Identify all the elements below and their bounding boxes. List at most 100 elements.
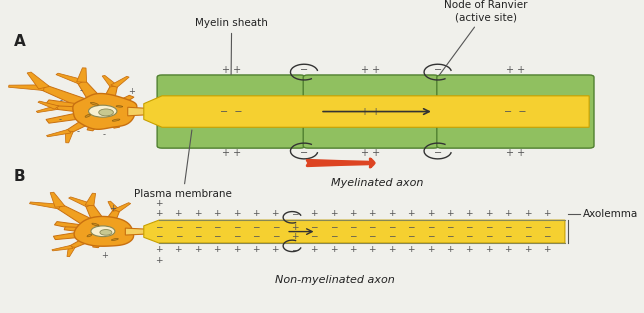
Text: −: − bbox=[446, 232, 453, 241]
Text: −: − bbox=[524, 232, 531, 241]
Polygon shape bbox=[85, 193, 95, 206]
Text: −: − bbox=[194, 232, 202, 241]
Polygon shape bbox=[128, 107, 164, 116]
Polygon shape bbox=[38, 101, 59, 109]
Text: +: + bbox=[485, 245, 492, 254]
Text: −: − bbox=[310, 223, 317, 232]
Polygon shape bbox=[73, 94, 137, 129]
Text: +: + bbox=[426, 209, 434, 218]
Polygon shape bbox=[65, 131, 73, 143]
Text: + +: + + bbox=[222, 148, 241, 158]
Text: +: + bbox=[194, 209, 202, 218]
Text: −: − bbox=[407, 223, 415, 232]
Polygon shape bbox=[56, 73, 84, 84]
Text: +: + bbox=[368, 245, 376, 254]
Polygon shape bbox=[77, 68, 86, 82]
Text: −: − bbox=[349, 223, 357, 232]
Text: −: − bbox=[232, 232, 240, 241]
Text: +: + bbox=[291, 223, 298, 232]
Text: −: − bbox=[155, 223, 163, 232]
Text: + +: + + bbox=[361, 106, 381, 116]
Text: −: − bbox=[433, 65, 442, 75]
Text: +: + bbox=[446, 245, 453, 254]
Polygon shape bbox=[41, 86, 111, 115]
Text: +: + bbox=[252, 245, 260, 254]
Text: −: − bbox=[194, 223, 202, 232]
Text: Non-myelinated axon: Non-myelinated axon bbox=[275, 275, 395, 285]
Polygon shape bbox=[113, 203, 131, 212]
Text: +: + bbox=[407, 209, 415, 218]
Text: −: − bbox=[466, 223, 473, 232]
Text: +: + bbox=[272, 209, 279, 218]
Polygon shape bbox=[55, 222, 107, 235]
Text: +: + bbox=[368, 209, 376, 218]
Text: +: + bbox=[543, 209, 551, 218]
Text: −: − bbox=[175, 223, 182, 232]
Polygon shape bbox=[102, 75, 117, 87]
Text: +: + bbox=[524, 245, 531, 254]
Text: +: + bbox=[504, 209, 512, 218]
Text: −: − bbox=[291, 209, 298, 218]
Polygon shape bbox=[66, 109, 110, 132]
Circle shape bbox=[99, 109, 113, 116]
Polygon shape bbox=[70, 229, 109, 248]
Text: −: − bbox=[213, 223, 221, 232]
Text: −: − bbox=[368, 223, 376, 232]
Text: +: + bbox=[349, 245, 357, 254]
Text: B: B bbox=[14, 169, 25, 184]
Polygon shape bbox=[144, 96, 589, 127]
Text: +: + bbox=[543, 245, 551, 254]
Text: -: - bbox=[59, 115, 62, 124]
Polygon shape bbox=[98, 210, 120, 233]
Text: −: − bbox=[252, 223, 260, 232]
Text: −: − bbox=[388, 232, 395, 241]
Text: −: − bbox=[272, 223, 279, 232]
Ellipse shape bbox=[90, 102, 99, 105]
Polygon shape bbox=[69, 197, 92, 207]
Text: +: + bbox=[330, 245, 337, 254]
Text: −: − bbox=[155, 232, 163, 241]
Text: +: + bbox=[466, 245, 473, 254]
Polygon shape bbox=[46, 108, 108, 123]
Polygon shape bbox=[56, 106, 106, 115]
Text: −: − bbox=[252, 232, 260, 241]
Text: +: + bbox=[155, 198, 163, 208]
Text: −  −: − − bbox=[220, 106, 242, 116]
Polygon shape bbox=[57, 205, 111, 234]
Text: +: + bbox=[388, 209, 395, 218]
Text: −: − bbox=[388, 223, 395, 232]
Text: −: − bbox=[330, 223, 337, 232]
Ellipse shape bbox=[87, 234, 92, 237]
Text: +: + bbox=[155, 245, 163, 254]
Text: +: + bbox=[155, 209, 163, 218]
Text: + +: + + bbox=[222, 65, 241, 75]
Text: +: + bbox=[175, 245, 182, 254]
Polygon shape bbox=[86, 205, 112, 233]
Text: +: + bbox=[446, 209, 453, 218]
Polygon shape bbox=[8, 85, 44, 90]
Text: −: − bbox=[310, 232, 317, 241]
Text: Myelinated axon: Myelinated axon bbox=[331, 178, 423, 188]
Polygon shape bbox=[144, 220, 565, 243]
Text: +: + bbox=[524, 209, 531, 218]
Ellipse shape bbox=[91, 226, 115, 237]
Text: +: + bbox=[232, 245, 240, 254]
Polygon shape bbox=[99, 231, 112, 245]
Text: +: + bbox=[426, 245, 434, 254]
Polygon shape bbox=[126, 228, 158, 235]
Text: -: - bbox=[76, 127, 79, 136]
Text: −: − bbox=[407, 232, 415, 241]
Text: Plasma membrane: Plasma membrane bbox=[134, 130, 232, 199]
Text: +: + bbox=[388, 245, 395, 254]
Text: −: − bbox=[466, 232, 473, 241]
Text: −: − bbox=[300, 148, 308, 158]
Text: + +: + + bbox=[506, 65, 525, 75]
Text: -: - bbox=[80, 86, 82, 95]
Polygon shape bbox=[46, 130, 71, 137]
Polygon shape bbox=[87, 110, 111, 131]
Polygon shape bbox=[67, 247, 75, 257]
Text: −: − bbox=[504, 223, 512, 232]
FancyBboxPatch shape bbox=[157, 75, 305, 148]
Ellipse shape bbox=[85, 115, 90, 117]
Text: + +: + + bbox=[361, 148, 381, 158]
